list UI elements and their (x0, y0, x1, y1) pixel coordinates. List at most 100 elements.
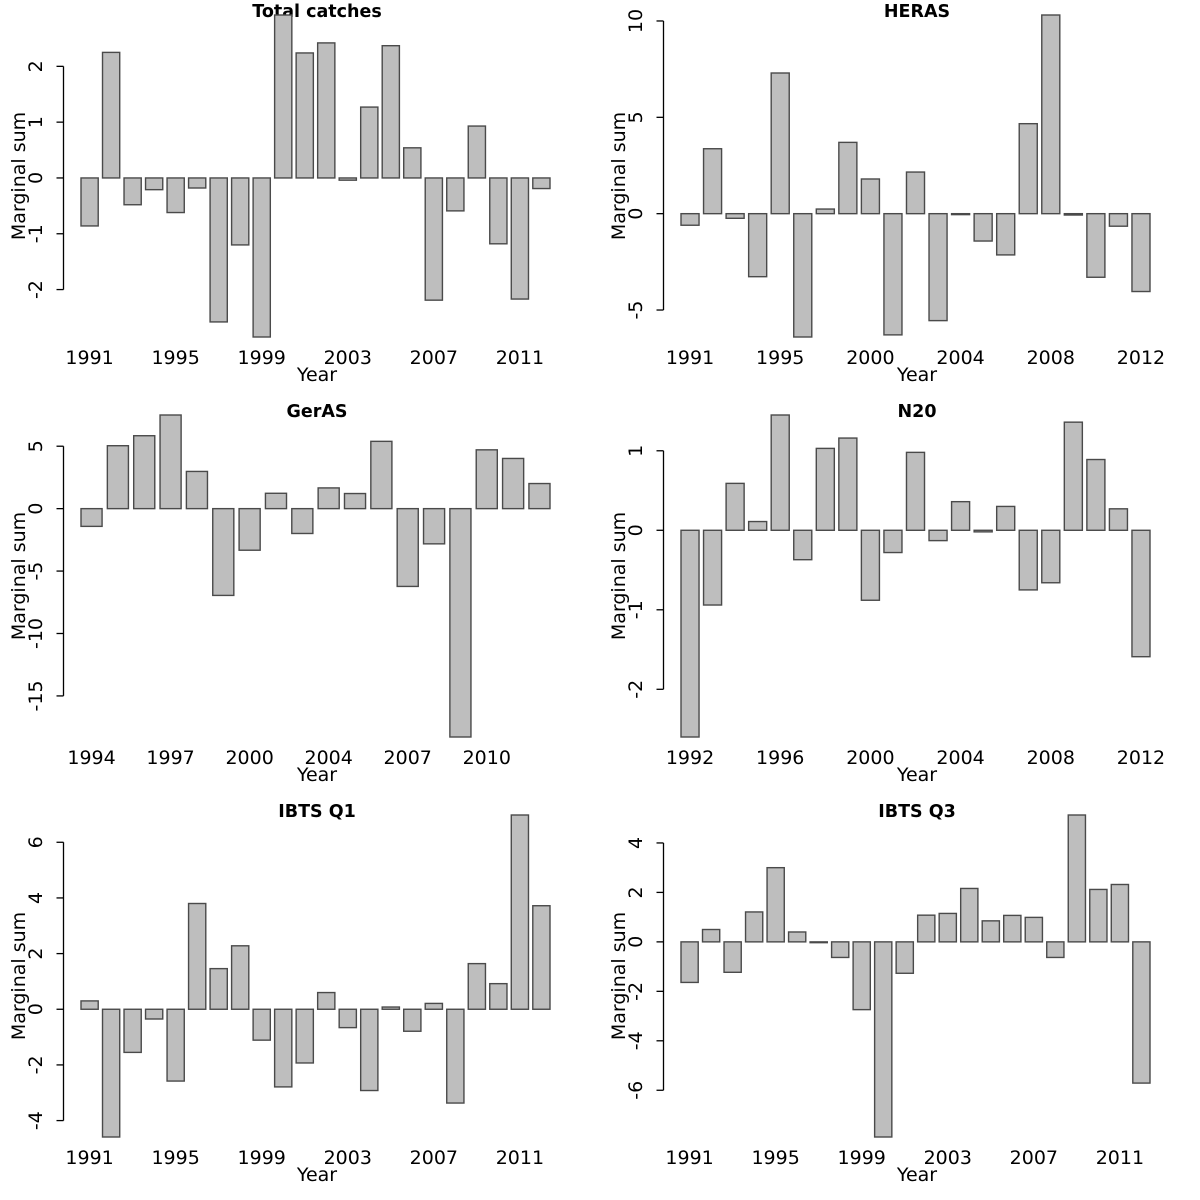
bar (995, 212, 1016, 256)
bar (1132, 941, 1151, 1084)
y-tick-label: 2 (625, 886, 647, 898)
bar (701, 928, 721, 943)
bar (132, 435, 156, 510)
bar (787, 931, 807, 943)
bar (316, 42, 336, 179)
bar (1018, 529, 1038, 591)
y-axis-label: Marginal sum (8, 112, 30, 240)
bar (316, 991, 336, 1010)
y-axis-label: Marginal sum (8, 512, 30, 640)
bar (209, 967, 228, 1010)
bar (403, 147, 422, 179)
bar (928, 212, 948, 322)
bar (359, 106, 379, 179)
bar (295, 52, 315, 179)
n20-chart: N20 Marginal sum Year -2 -1 0 1 1992 1996 2000 200… (608, 402, 1165, 786)
y-axis-label: Marginal sum (8, 912, 30, 1040)
bar (1086, 212, 1106, 278)
y-tick-label: 2 (25, 948, 47, 960)
bar (166, 177, 185, 214)
bar (770, 72, 790, 215)
y-tick-label: 1 (25, 116, 47, 128)
y-tick-label: 5 (25, 440, 47, 452)
y-tick-label: 0 (25, 172, 47, 184)
x-tick-label: 2003 (924, 1147, 972, 1169)
y-tick-label: 4 (625, 837, 647, 849)
bar (187, 902, 207, 1010)
bar (230, 177, 250, 246)
bar (230, 945, 250, 1010)
y-tick-label: -4 (625, 1031, 647, 1050)
x-tick-label: 2007 (410, 1147, 458, 1169)
x-tick-label: 1992 (666, 747, 714, 769)
bar (747, 212, 768, 278)
x-tick-label: 2007 (384, 747, 432, 769)
y-tick-label: 1 (625, 445, 647, 457)
bar (680, 529, 700, 738)
y-tick-label: -15 (25, 680, 47, 711)
bar (238, 507, 261, 551)
y-tick-label: 0 (625, 936, 647, 948)
y-tick-label: -5 (25, 562, 47, 581)
panel-ibts-q1: IBTS Q1 Marginal sum Year -4 -2 0 2 4 6 1991 1995 1… (0, 800, 600, 1200)
y-tick-label: 0 (625, 524, 647, 536)
bar (883, 529, 903, 554)
y-axis-label: Marginal sum (608, 112, 630, 240)
x-tick-label: 1991 (666, 347, 714, 369)
ibts-q1-chart: IBTS Q1 Marginal sum Year -4 -2 0 2 4 6 1991 1995 1… (8, 802, 551, 1186)
x-tick-label: 1995 (751, 1147, 799, 1169)
bar (973, 529, 993, 533)
bar (424, 177, 444, 301)
bar (101, 1008, 121, 1138)
bar (793, 212, 813, 338)
x-tick-label: 2007 (410, 347, 458, 369)
x-tick-label: 2004 (936, 347, 984, 369)
bar (959, 887, 979, 943)
bar (1108, 508, 1129, 531)
bar (809, 941, 828, 944)
y-tick-label: -6 (625, 1081, 647, 1100)
x-tick-label: 2011 (496, 1147, 544, 1169)
x-axis-label: Year (296, 364, 337, 386)
bar (815, 447, 836, 531)
bar (252, 177, 272, 338)
bar (744, 911, 764, 943)
bar (1018, 122, 1038, 215)
chart-title: IBTS Q1 (278, 802, 356, 822)
y-tick-label: -2 (625, 680, 647, 699)
bar (905, 451, 926, 531)
bar (80, 177, 99, 227)
bar (144, 1008, 164, 1020)
bar (317, 487, 340, 510)
y-tick-label: 5 (625, 111, 647, 123)
bar (895, 941, 915, 974)
bar (905, 171, 926, 215)
bar (1063, 212, 1084, 216)
bar (995, 505, 1016, 531)
y-tick-label: 6 (25, 836, 47, 848)
bar (80, 1000, 99, 1010)
y-tick-label: -1 (25, 224, 47, 243)
bar (1067, 814, 1087, 943)
x-tick-label: 1996 (756, 747, 804, 769)
bar (950, 500, 971, 531)
bar (1024, 916, 1044, 943)
bar (838, 437, 858, 531)
x-axis-label: Year (896, 364, 937, 386)
x-tick-label: 2011 (1096, 1147, 1144, 1169)
x-tick-label: 2007 (1010, 1147, 1058, 1169)
bar (838, 141, 858, 215)
bar (1131, 212, 1151, 293)
y-tick-label: 0 (625, 208, 647, 220)
y-tick-label: -2 (625, 982, 647, 1001)
bar (1110, 883, 1130, 943)
chart-title: GerAS (286, 402, 347, 422)
bar (359, 1008, 379, 1092)
bar (185, 470, 209, 510)
bar (101, 51, 121, 179)
bar (702, 529, 723, 606)
x-tick-label: 2010 (463, 747, 511, 769)
bar (532, 177, 551, 190)
bar (446, 1008, 465, 1104)
bar (1041, 14, 1061, 215)
